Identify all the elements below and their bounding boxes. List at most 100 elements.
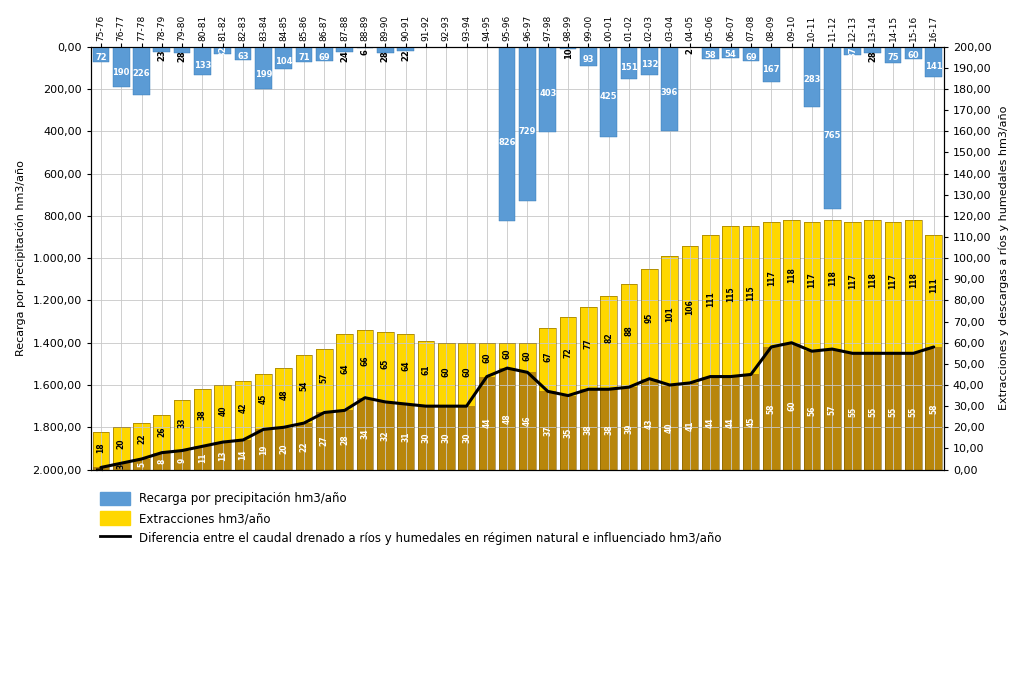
Bar: [580, 307, 597, 390]
Bar: [560, 317, 577, 470]
Text: 1: 1: [96, 466, 105, 471]
Bar: [519, 343, 536, 372]
Text: 115: 115: [726, 286, 735, 302]
Bar: [905, 47, 922, 59]
Bar: [275, 47, 292, 69]
Text: 111: 111: [929, 278, 938, 293]
Text: 48: 48: [503, 414, 512, 424]
Bar: [926, 235, 942, 347]
Text: 117: 117: [767, 270, 776, 286]
Text: 30: 30: [441, 433, 451, 443]
Bar: [540, 392, 556, 470]
Text: 117: 117: [807, 272, 816, 288]
Bar: [499, 368, 515, 470]
Text: 28: 28: [868, 51, 878, 62]
Text: 13: 13: [218, 451, 227, 461]
Text: 55: 55: [868, 406, 878, 417]
Text: 6: 6: [360, 49, 370, 55]
Bar: [92, 431, 110, 468]
Bar: [113, 427, 129, 463]
Text: 10: 10: [563, 47, 572, 59]
Bar: [458, 343, 475, 470]
Text: 132: 132: [641, 61, 658, 69]
Text: 826: 826: [499, 138, 516, 148]
Text: 41: 41: [685, 421, 694, 431]
Bar: [377, 47, 393, 53]
Bar: [174, 47, 190, 53]
Text: 64: 64: [401, 361, 410, 371]
Text: 28: 28: [177, 51, 186, 62]
Text: 33: 33: [177, 417, 186, 428]
Bar: [540, 47, 556, 132]
Bar: [255, 429, 271, 470]
Text: 44: 44: [482, 418, 492, 428]
Text: 44: 44: [706, 418, 715, 428]
Bar: [296, 423, 312, 470]
Bar: [174, 400, 190, 450]
Bar: [540, 328, 556, 470]
Bar: [296, 355, 312, 423]
Bar: [418, 340, 434, 470]
Bar: [356, 330, 374, 470]
Bar: [783, 343, 800, 470]
Bar: [621, 284, 637, 470]
Bar: [905, 220, 922, 470]
Bar: [905, 220, 922, 353]
Text: 69: 69: [745, 53, 757, 61]
Text: 57: 57: [319, 372, 329, 383]
Bar: [702, 377, 719, 470]
Text: 58: 58: [705, 51, 716, 60]
Text: 28: 28: [340, 435, 349, 446]
Text: 133: 133: [194, 61, 211, 69]
Bar: [702, 235, 719, 470]
Bar: [356, 398, 374, 470]
Bar: [234, 440, 252, 470]
Text: 58: 58: [767, 403, 776, 414]
Text: 22: 22: [299, 441, 308, 452]
Bar: [641, 269, 657, 379]
Bar: [864, 353, 881, 470]
Text: 45: 45: [259, 394, 268, 404]
Text: 23: 23: [158, 50, 166, 61]
Bar: [519, 47, 536, 201]
Text: 18: 18: [96, 442, 105, 453]
Text: 67: 67: [544, 351, 552, 362]
Text: 43: 43: [645, 419, 654, 429]
Text: 60: 60: [907, 51, 920, 60]
Bar: [885, 222, 901, 470]
Bar: [844, 222, 861, 470]
Text: 38: 38: [198, 410, 207, 421]
Bar: [397, 404, 414, 470]
Text: 38: 38: [584, 424, 593, 435]
Text: 117: 117: [889, 273, 898, 289]
Text: 60: 60: [503, 349, 512, 359]
Bar: [113, 463, 129, 470]
Bar: [154, 47, 170, 52]
Bar: [356, 330, 374, 398]
Bar: [438, 343, 455, 470]
Bar: [560, 47, 577, 49]
Text: 54: 54: [299, 381, 308, 391]
Bar: [641, 269, 657, 470]
Text: 118: 118: [909, 272, 918, 288]
Bar: [560, 396, 577, 470]
Text: 115: 115: [746, 285, 756, 301]
Bar: [154, 415, 170, 453]
Bar: [702, 47, 719, 59]
Text: 56: 56: [807, 405, 816, 416]
Bar: [195, 390, 211, 446]
Text: 106: 106: [685, 299, 694, 315]
Bar: [844, 353, 861, 470]
Bar: [824, 220, 841, 470]
Text: 54: 54: [725, 51, 736, 59]
Text: 65: 65: [381, 359, 390, 369]
Bar: [844, 222, 861, 353]
Bar: [478, 343, 496, 377]
Bar: [540, 328, 556, 392]
Bar: [742, 226, 759, 375]
Bar: [682, 245, 698, 470]
Bar: [600, 297, 617, 390]
Bar: [804, 222, 820, 351]
Text: 34: 34: [360, 429, 370, 439]
Text: 11: 11: [198, 453, 207, 463]
